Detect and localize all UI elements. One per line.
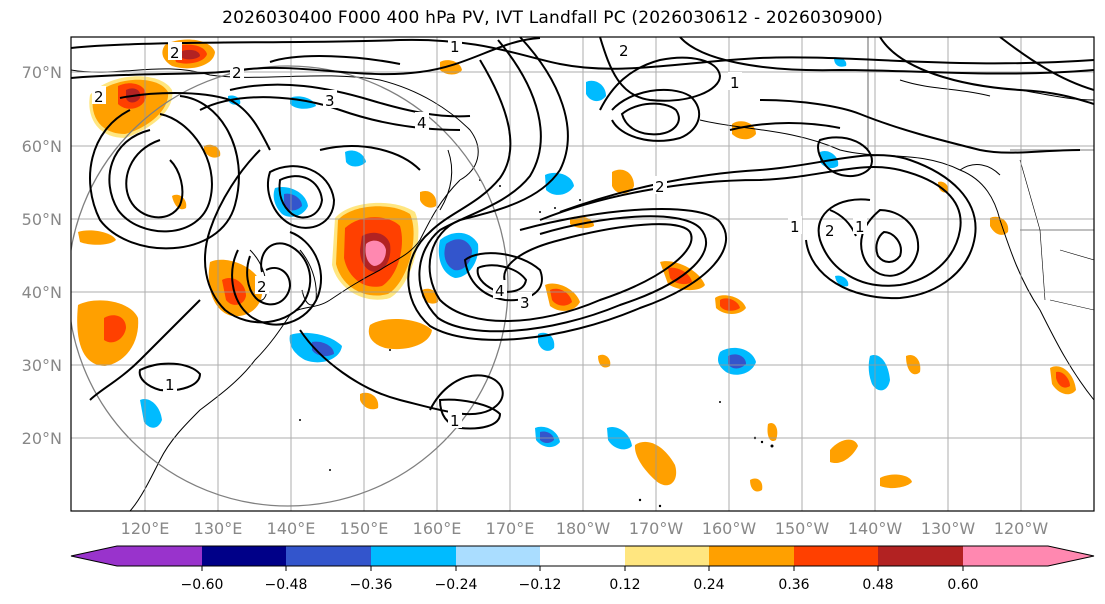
contour-label-1c: 1 xyxy=(163,374,177,394)
contour-label-4a: 4 xyxy=(415,112,429,132)
svg-text:2: 2 xyxy=(619,42,629,60)
contour-label-2c: 2 xyxy=(617,40,631,60)
colorbar-tick-label: 0.48 xyxy=(862,577,893,593)
pv-blob-china xyxy=(77,300,139,366)
lon-label: 170°E xyxy=(486,519,535,538)
contour-label-3b: 3 xyxy=(518,292,532,312)
colorbar-tick-label: 0.36 xyxy=(778,577,809,593)
colorbar-outline xyxy=(70,545,1095,567)
lon-label: 160°W xyxy=(702,519,757,538)
contour-label-3a: 3 xyxy=(323,90,337,110)
lat-label: 70°N xyxy=(22,63,62,82)
contour-label-2g: 2 xyxy=(255,276,269,296)
svg-text:2: 2 xyxy=(825,222,835,240)
colorbar-tick-label: 0.12 xyxy=(609,577,640,593)
contour-label-1f: 1 xyxy=(448,410,462,430)
svg-text:4: 4 xyxy=(495,282,505,300)
colorbar-tick-label: −0.48 xyxy=(265,577,308,593)
lon-label: 180°W xyxy=(556,519,611,538)
pv-contours xyxy=(71,37,1094,430)
colorbar-tick-label: −0.24 xyxy=(435,577,478,593)
colorbar-swatch xyxy=(286,546,371,566)
colorbar-swatch xyxy=(202,546,287,566)
lon-label: 170°W xyxy=(629,519,684,538)
colorbar-swatch xyxy=(963,546,1048,566)
lat-label: 30°N xyxy=(22,356,62,375)
longitude-labels: 120°E 130°E 140°E 150°E 160°E 170°E 180°… xyxy=(121,519,1049,538)
svg-text:1: 1 xyxy=(790,218,800,236)
svg-text:1: 1 xyxy=(450,412,460,430)
contour-label-2e: 2 xyxy=(168,42,182,62)
lon-label: 120°E xyxy=(121,519,170,538)
colorbar-tick-label: 0.60 xyxy=(947,577,978,593)
svg-text:1: 1 xyxy=(450,38,460,56)
colorbar-ticks xyxy=(201,566,964,571)
contour-label-4b: 4 xyxy=(493,280,507,300)
map-frame xyxy=(70,36,1095,512)
lat-label: 20°N xyxy=(22,429,62,448)
latitude-labels: 70°N 60°N 50°N 40°N 30°N 20°N xyxy=(22,63,62,448)
lon-label: 140°E xyxy=(267,519,316,538)
colorbar-tick-label: 0.24 xyxy=(693,577,724,593)
colorbar: −0.60 −0.48 −0.36 −0.24 −0.12 0.12 0.24 … xyxy=(70,545,1095,593)
contour-label-2f: 2 xyxy=(823,220,837,240)
colorbar-tick-label: −0.12 xyxy=(519,577,562,593)
chart-title: 2026030400 F000 400 hPa PV, IVT Landfall… xyxy=(222,8,883,28)
svg-text:2: 2 xyxy=(170,44,180,62)
lat-label: 60°N xyxy=(22,137,62,156)
colorbar-swatch xyxy=(371,546,456,566)
pv-blob-subtropic xyxy=(368,318,432,350)
svg-text:2: 2 xyxy=(655,178,665,196)
lon-label: 140°W xyxy=(848,519,903,538)
colorbar-extend-min xyxy=(71,546,117,566)
svg-text:1: 1 xyxy=(730,74,740,92)
contour-label-1d: 1 xyxy=(788,216,802,236)
contour-label-2d: 2 xyxy=(653,176,667,196)
svg-text:4: 4 xyxy=(417,114,427,132)
svg-text:2: 2 xyxy=(257,278,267,296)
map-area: 1 1 1 1 1 1 2 2 2 2 2 2 2 3 3 4 4 xyxy=(71,37,1094,511)
colorbar-extend-max xyxy=(1048,546,1094,566)
lat-label: 40°N xyxy=(22,283,62,302)
svg-text:2: 2 xyxy=(232,64,242,82)
colorbar-swatch xyxy=(794,546,879,566)
svg-text:3: 3 xyxy=(520,294,530,312)
lon-label: 120°W xyxy=(994,519,1049,538)
colorbar-tick-label: −0.60 xyxy=(181,577,224,593)
lon-label: 130°E xyxy=(194,519,243,538)
contour-label-1e: 1 xyxy=(853,216,867,236)
contour-label-2a: 2 xyxy=(230,62,244,82)
lon-label: 150°E xyxy=(340,519,389,538)
svg-text:2: 2 xyxy=(94,88,104,106)
colorbar-swatch xyxy=(540,546,625,566)
svg-text:1: 1 xyxy=(855,218,865,236)
svg-text:1: 1 xyxy=(165,376,175,394)
colorbar-tick-label: −0.36 xyxy=(350,577,393,593)
colorbar-swatch xyxy=(709,546,794,566)
contour-label-1a: 1 xyxy=(448,37,462,56)
lon-label: 160°E xyxy=(413,519,462,538)
colorbar-swatch xyxy=(117,546,202,566)
landfall-radius-circle xyxy=(71,65,509,507)
contour-label-1b: 1 xyxy=(728,72,742,92)
lon-label: 150°W xyxy=(775,519,830,538)
svg-text:3: 3 xyxy=(325,92,335,110)
lat-label: 50°N xyxy=(22,210,62,229)
colorbar-swatch xyxy=(456,546,541,566)
contour-label-2b: 2 xyxy=(92,86,106,106)
colorbar-swatch xyxy=(625,546,710,566)
contour-labels: 1 1 1 1 1 1 2 2 2 2 2 2 2 3 3 4 4 xyxy=(92,37,867,430)
colorbar-swatch xyxy=(878,546,963,566)
lon-label: 130°W xyxy=(921,519,976,538)
pv-blob-japan-sea xyxy=(332,202,419,300)
